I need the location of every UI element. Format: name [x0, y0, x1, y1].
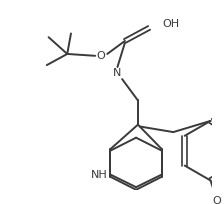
- Text: NH: NH: [91, 170, 108, 180]
- Text: N: N: [113, 68, 122, 78]
- Text: O: O: [96, 51, 105, 61]
- Text: O: O: [213, 196, 221, 204]
- Text: OH: OH: [162, 19, 179, 29]
